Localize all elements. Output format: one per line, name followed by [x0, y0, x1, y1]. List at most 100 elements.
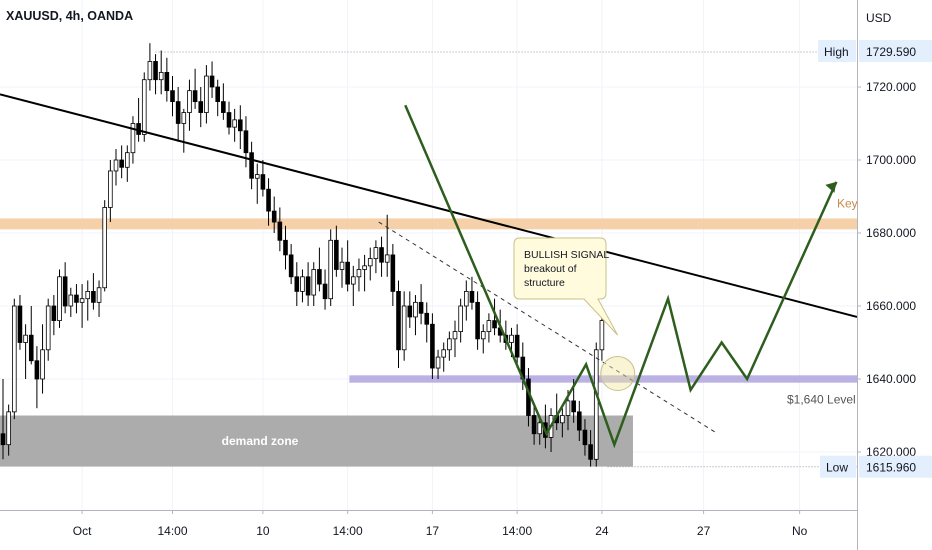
candle-down[interactable] — [277, 221, 283, 241]
candle-down[interactable] — [170, 90, 175, 103]
descending-trendline[interactable] — [0, 93, 858, 318]
candle-down[interactable] — [28, 334, 34, 362]
candle-down[interactable] — [0, 433, 6, 446]
candle-up[interactable] — [141, 79, 147, 135]
candle-down[interactable] — [469, 290, 475, 303]
candle-up[interactable] — [435, 356, 441, 369]
candle-down[interactable] — [396, 290, 401, 351]
candle-down[interactable] — [221, 101, 226, 113]
candle-up[interactable] — [254, 174, 260, 179]
candle-down[interactable] — [249, 152, 254, 179]
candle-up[interactable] — [187, 90, 192, 113]
candle-down[interactable] — [175, 101, 181, 124]
candle-up[interactable] — [158, 72, 164, 81]
candle-up[interactable] — [362, 265, 367, 270]
candle-down[interactable] — [192, 90, 198, 103]
candle-up[interactable] — [113, 159, 119, 172]
candle-down[interactable] — [334, 239, 339, 270]
candle-down[interactable] — [266, 188, 271, 212]
candle-up[interactable] — [384, 254, 390, 263]
candle-down[interactable] — [407, 305, 413, 318]
candle-up[interactable] — [339, 261, 345, 270]
candle-up[interactable] — [11, 305, 17, 413]
candle-up[interactable] — [125, 152, 130, 168]
candle-down[interactable] — [215, 86, 221, 103]
candle-down[interactable] — [430, 323, 435, 369]
candle-up[interactable] — [447, 338, 452, 351]
candle-up[interactable] — [356, 269, 362, 278]
candle-up[interactable] — [509, 334, 514, 343]
candle-down[interactable] — [153, 61, 158, 81]
candle-down[interactable] — [345, 261, 350, 285]
candle-down[interactable] — [198, 101, 204, 113]
candle-up[interactable] — [565, 400, 571, 416]
candle-down[interactable] — [588, 444, 593, 460]
candle-down[interactable] — [91, 290, 96, 303]
candle-down[interactable] — [390, 254, 396, 292]
candle-down[interactable] — [260, 174, 266, 190]
candle-down[interactable] — [305, 276, 311, 296]
candle-up[interactable] — [458, 305, 463, 332]
candle-up[interactable] — [130, 123, 136, 154]
candle-up[interactable] — [350, 276, 356, 285]
candle-up[interactable] — [23, 334, 28, 343]
candle-up[interactable] — [441, 349, 446, 358]
candle-up[interactable] — [45, 305, 51, 351]
candle-up[interactable] — [147, 61, 153, 81]
candle-down[interactable] — [164, 72, 170, 92]
candle-up[interactable] — [108, 170, 113, 208]
candle-down[interactable] — [34, 360, 40, 380]
key-level-zone[interactable] — [0, 218, 857, 230]
candle-down[interactable] — [51, 305, 57, 322]
candle-up[interactable] — [593, 349, 599, 460]
candle-up[interactable] — [486, 320, 492, 332]
candle-up[interactable] — [85, 290, 91, 300]
candle-down[interactable] — [209, 75, 215, 88]
candle-up[interactable] — [560, 415, 565, 424]
candle-up[interactable] — [373, 247, 379, 259]
bullish-signal-callout[interactable]: BULLISH SIGNAL breakout of structure — [513, 237, 619, 336]
dashed-resistance-line[interactable] — [378, 221, 718, 435]
candle-up[interactable] — [480, 331, 486, 340]
candle-down[interactable] — [379, 247, 384, 263]
candle-down[interactable] — [271, 210, 277, 223]
candle-down[interactable] — [424, 312, 430, 325]
candle-down[interactable] — [531, 415, 537, 435]
candle-down[interactable] — [226, 112, 232, 128]
candle-down[interactable] — [317, 269, 322, 285]
candle-up[interactable] — [204, 75, 209, 113]
candle-up[interactable] — [57, 276, 62, 321]
candle-up[interactable] — [537, 422, 543, 435]
candle-down[interactable] — [243, 130, 249, 154]
candle-up[interactable] — [79, 298, 85, 303]
candle-down[interactable] — [475, 301, 480, 340]
candle-down[interactable] — [514, 334, 520, 358]
candle-down[interactable] — [418, 301, 424, 314]
candle-up[interactable] — [6, 411, 11, 446]
support-level-zone[interactable] — [349, 375, 857, 383]
candle-up[interactable] — [413, 301, 418, 318]
candle-down[interactable] — [62, 276, 68, 307]
candle-up[interactable] — [68, 294, 74, 307]
candle-up[interactable] — [232, 119, 237, 128]
candle-up[interactable] — [181, 112, 187, 124]
candle-down[interactable] — [288, 254, 294, 278]
candle-up[interactable] — [328, 239, 333, 300]
candle-down[interactable] — [577, 411, 582, 431]
candle-down[interactable] — [237, 119, 243, 132]
candle-up[interactable] — [463, 290, 469, 307]
candle-down[interactable] — [294, 276, 300, 292]
candle-up[interactable] — [300, 276, 305, 292]
candle-down[interactable] — [492, 320, 497, 329]
candle-down[interactable] — [119, 159, 124, 168]
candle-down[interactable] — [322, 283, 328, 300]
candle-up[interactable] — [40, 349, 45, 380]
candle-up[interactable] — [401, 305, 407, 351]
candle-up[interactable] — [452, 331, 458, 340]
candle-up[interactable] — [96, 287, 102, 303]
candle-down[interactable] — [74, 294, 79, 303]
candle-down[interactable] — [582, 429, 588, 446]
candle-up[interactable] — [102, 207, 108, 289]
candle-down[interactable] — [17, 305, 23, 343]
